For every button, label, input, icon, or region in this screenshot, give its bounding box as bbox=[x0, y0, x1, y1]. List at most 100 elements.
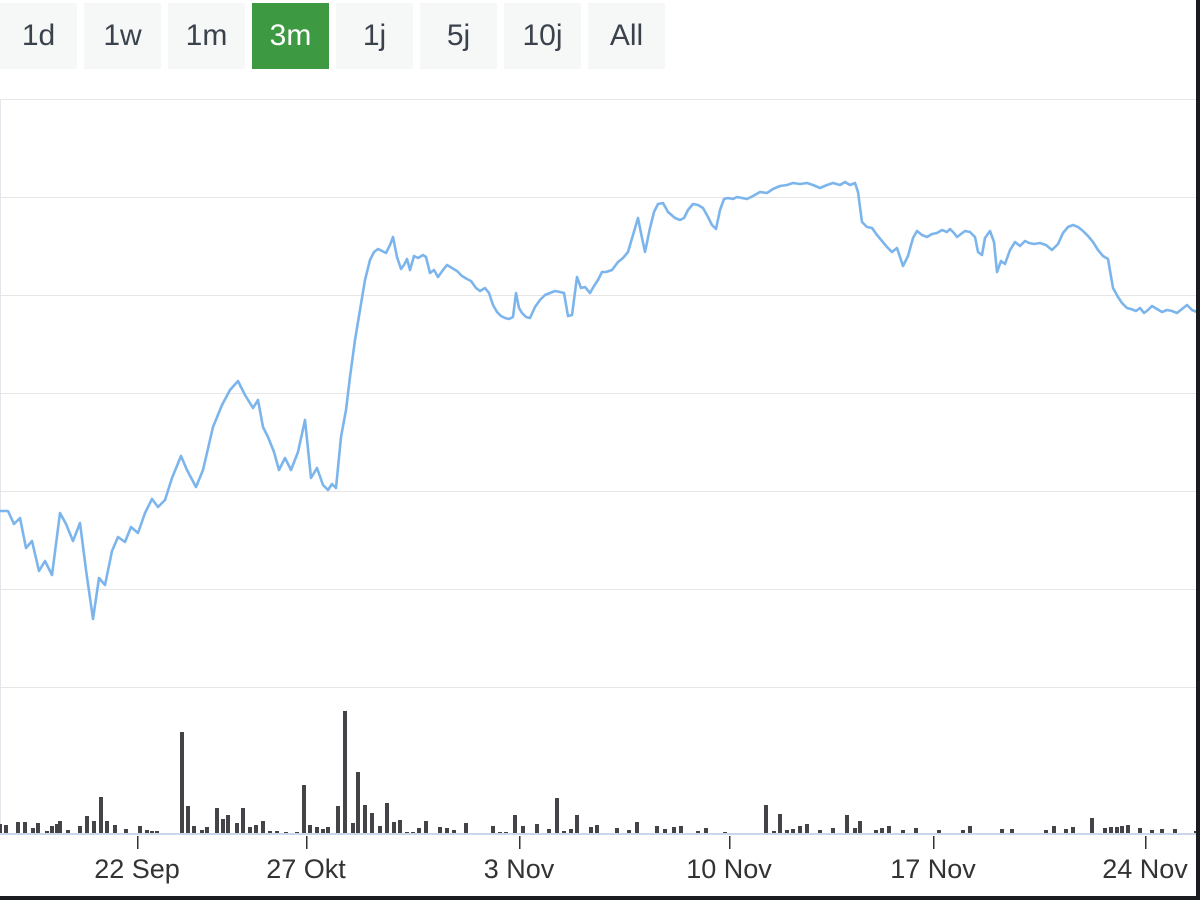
volume-bar bbox=[31, 828, 35, 833]
volume-bar bbox=[385, 803, 389, 833]
volume-bar bbox=[672, 827, 676, 833]
price-line bbox=[0, 180, 1199, 621]
volume-bar bbox=[547, 829, 551, 833]
volume-bar bbox=[1126, 825, 1130, 833]
volume-bar bbox=[1000, 829, 1004, 833]
x-axis-label: 24 Nov bbox=[1102, 854, 1188, 884]
volume-bar bbox=[113, 825, 117, 833]
range-button-1w[interactable]: 1w bbox=[84, 3, 161, 69]
volume-bar bbox=[858, 821, 862, 833]
volume-bar bbox=[595, 825, 599, 833]
volume-bar bbox=[504, 832, 508, 833]
volume-bar bbox=[50, 826, 54, 833]
volume-bar bbox=[655, 826, 659, 833]
range-button-10j[interactable]: 10j bbox=[504, 3, 581, 69]
volume-bar bbox=[937, 830, 941, 833]
range-button-5j[interactable]: 5j bbox=[420, 3, 497, 69]
volume-bar bbox=[321, 829, 325, 833]
volume-bar bbox=[874, 830, 878, 833]
volume-bar bbox=[464, 823, 468, 833]
volume-bar bbox=[326, 827, 330, 833]
volume-bar bbox=[308, 825, 312, 833]
volume-bar bbox=[378, 826, 382, 833]
volume-bar bbox=[1010, 829, 1014, 833]
volume-bar bbox=[405, 832, 409, 833]
volume-bar bbox=[818, 830, 822, 833]
volume-bar bbox=[155, 831, 159, 833]
volume-bar bbox=[798, 826, 802, 833]
volume-bar bbox=[1044, 830, 1048, 833]
volume-bar bbox=[302, 785, 306, 833]
volume-bar bbox=[16, 822, 20, 833]
volume-bar bbox=[679, 826, 683, 833]
x-axis-label: 3 Nov bbox=[484, 854, 555, 884]
volume-bar bbox=[1138, 828, 1142, 833]
volume-bar bbox=[78, 826, 82, 833]
volume-bar bbox=[575, 815, 579, 833]
volume-bar bbox=[36, 823, 40, 833]
volume-bar bbox=[663, 829, 667, 833]
volume-bar bbox=[880, 828, 884, 833]
volume-bar bbox=[772, 831, 776, 833]
volume-bar bbox=[23, 822, 27, 833]
volume-bar bbox=[261, 821, 265, 833]
range-button-1d[interactable]: 1d bbox=[0, 3, 77, 69]
volume-bar bbox=[845, 815, 849, 833]
volume-bar bbox=[438, 827, 442, 833]
volume-bar bbox=[370, 813, 374, 833]
range-toolbar: 1d 1w 1m 3m 1j 5j 10j All bbox=[0, 0, 1200, 72]
volume-bar bbox=[498, 832, 502, 833]
volume-bar bbox=[627, 830, 631, 833]
range-button-3m[interactable]: 3m bbox=[252, 3, 329, 69]
range-button-all[interactable]: All bbox=[588, 3, 665, 69]
volume-bar bbox=[901, 830, 905, 833]
volume-bar bbox=[105, 821, 109, 833]
volume-bar bbox=[4, 825, 8, 833]
volume-bar bbox=[351, 823, 355, 833]
volume-bar bbox=[513, 815, 517, 833]
range-button-1j[interactable]: 1j bbox=[336, 3, 413, 69]
volume-bar bbox=[1064, 829, 1068, 833]
x-axis-label: 22 Sep bbox=[94, 854, 180, 884]
x-axis-label: 27 Okt bbox=[266, 854, 346, 884]
volume-bar bbox=[562, 831, 566, 833]
volume-bar bbox=[411, 832, 415, 833]
volume-bar bbox=[55, 824, 59, 833]
volume-bar bbox=[723, 832, 727, 833]
volume-bar bbox=[452, 830, 456, 833]
volume-bar bbox=[417, 828, 421, 833]
window-right-edge bbox=[1196, 0, 1200, 900]
volume-bar bbox=[356, 772, 360, 833]
volume-bar bbox=[764, 805, 768, 833]
volume-bar bbox=[85, 816, 89, 833]
volume-bar bbox=[914, 828, 918, 833]
volume-bar bbox=[696, 831, 700, 833]
volume-bar bbox=[569, 829, 573, 833]
volume-bar bbox=[66, 830, 70, 833]
volume-bar bbox=[778, 814, 782, 833]
volume-bar bbox=[1160, 829, 1164, 833]
x-axis-label: 17 Nov bbox=[890, 854, 976, 884]
volume-bar bbox=[92, 821, 96, 833]
volume-bar bbox=[491, 826, 495, 833]
volume-bar bbox=[521, 826, 525, 833]
x-axis-label: 10 Nov bbox=[686, 854, 772, 884]
range-button-1m[interactable]: 1m bbox=[168, 3, 245, 69]
volume-bar bbox=[180, 732, 184, 833]
volume-bar bbox=[1120, 826, 1124, 833]
volume-bar bbox=[138, 826, 142, 833]
volume-bar bbox=[248, 827, 252, 833]
volume-bar bbox=[124, 829, 128, 833]
volume-bar bbox=[284, 832, 288, 833]
volume-bar bbox=[241, 808, 245, 833]
volume-bar bbox=[215, 808, 219, 833]
volume-bar bbox=[398, 820, 402, 833]
volume-bar bbox=[1173, 829, 1177, 833]
volume-bar bbox=[205, 827, 209, 833]
volume-bar bbox=[200, 830, 204, 833]
volume-bar bbox=[1052, 826, 1056, 833]
volume-bar bbox=[805, 824, 809, 833]
volume-bar bbox=[363, 805, 367, 833]
